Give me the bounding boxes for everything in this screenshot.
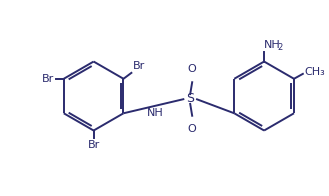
Text: 2: 2 [277, 43, 282, 52]
Text: Br: Br [88, 140, 100, 150]
Text: NH: NH [264, 40, 281, 50]
Text: Br: Br [42, 74, 54, 84]
Text: Br: Br [133, 61, 146, 71]
Text: S: S [186, 93, 194, 105]
Text: O: O [188, 124, 196, 134]
Text: O: O [188, 64, 196, 74]
Text: CH₃: CH₃ [305, 67, 326, 77]
Text: NH: NH [146, 108, 163, 118]
